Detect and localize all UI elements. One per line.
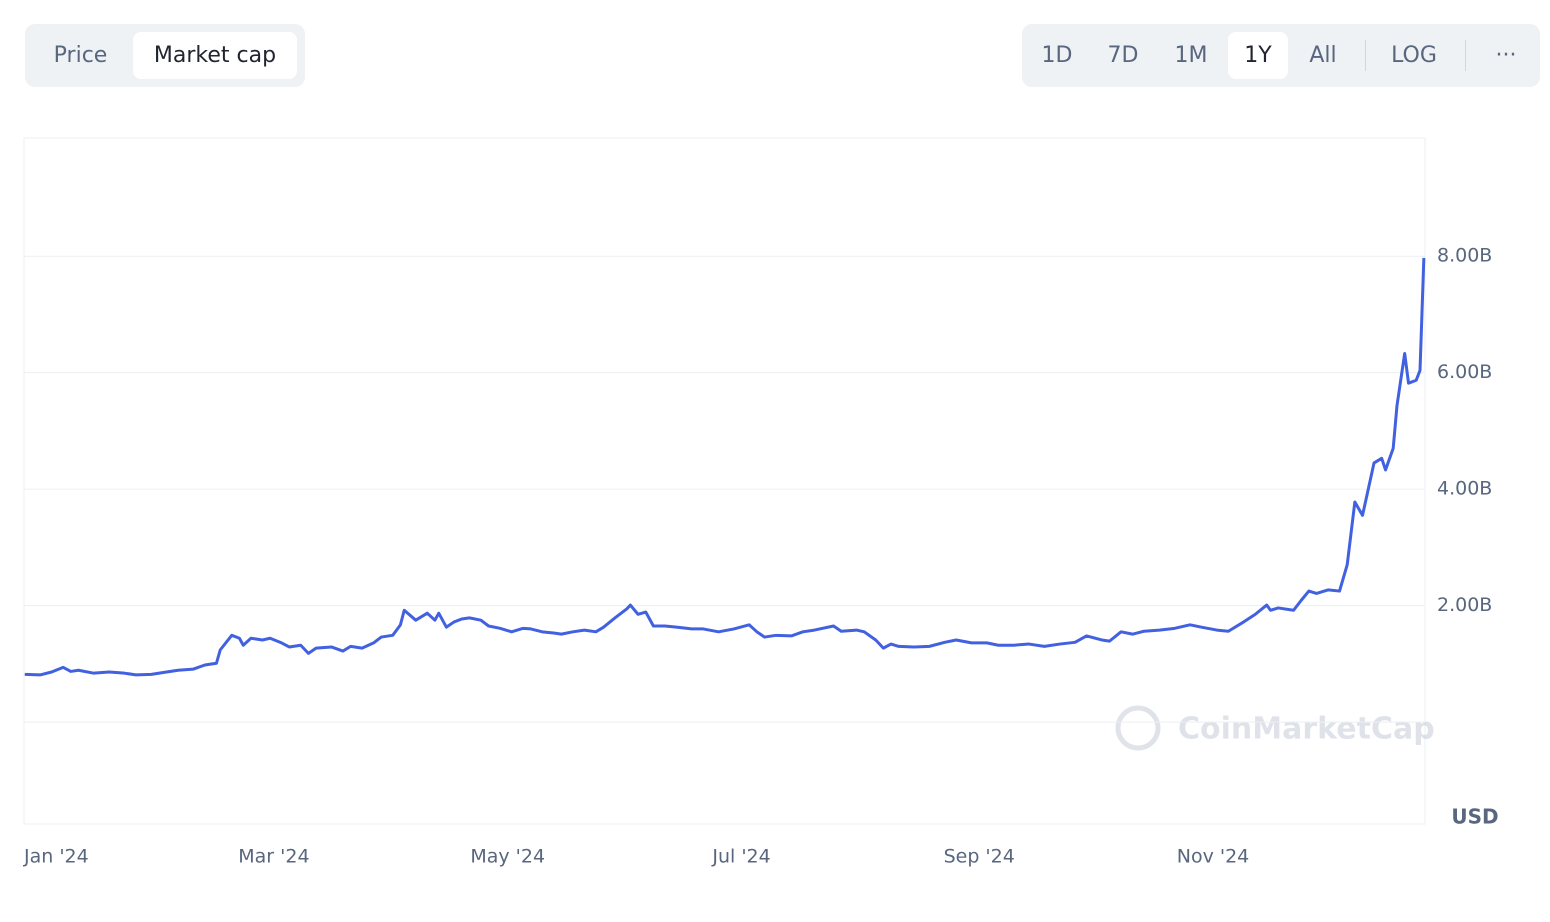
range-7d[interactable]: 7D xyxy=(1107,43,1139,68)
range-1d[interactable]: 1D xyxy=(1041,43,1073,68)
x-tick-label: Nov '24 xyxy=(1177,846,1250,868)
tab-price[interactable]: Price xyxy=(53,43,108,68)
y-tick-label: 2.00B xyxy=(1437,594,1492,616)
log-toggle[interactable]: LOG xyxy=(1391,43,1437,68)
watermark-text: CoinMarketCap xyxy=(1178,712,1435,747)
tab-market-cap[interactable]: Market cap xyxy=(133,32,297,79)
line-series xyxy=(24,257,1426,677)
separator xyxy=(1365,40,1366,71)
more-button[interactable]: ··· xyxy=(1495,43,1517,68)
watermark: CoinMarketCap xyxy=(1115,705,1435,751)
currency-label: USD xyxy=(1451,805,1498,829)
range-group: 1D 7D 1M 1Y All LOG ··· xyxy=(1022,24,1540,87)
separator xyxy=(1465,40,1466,71)
watermark-logo xyxy=(1115,705,1161,751)
range-all[interactable]: All xyxy=(1309,43,1337,68)
tab-group: Price Market cap xyxy=(25,24,305,87)
y-tick-label: 4.00B xyxy=(1437,478,1492,500)
y-tick-label: 8.00B xyxy=(1437,245,1492,267)
plot-frame xyxy=(23,137,1426,825)
x-tick-label: Mar '24 xyxy=(238,846,309,868)
x-tick-label: Sep '24 xyxy=(944,846,1015,868)
x-tick-label: Jul '24 xyxy=(711,846,770,868)
x-tick-label: May '24 xyxy=(470,846,545,868)
x-tick-label: Jan '24 xyxy=(23,846,89,868)
range-1y[interactable]: 1Y xyxy=(1228,32,1288,79)
range-1m[interactable]: 1M xyxy=(1174,43,1208,68)
y-tick-label: 6.00B xyxy=(1437,361,1492,383)
